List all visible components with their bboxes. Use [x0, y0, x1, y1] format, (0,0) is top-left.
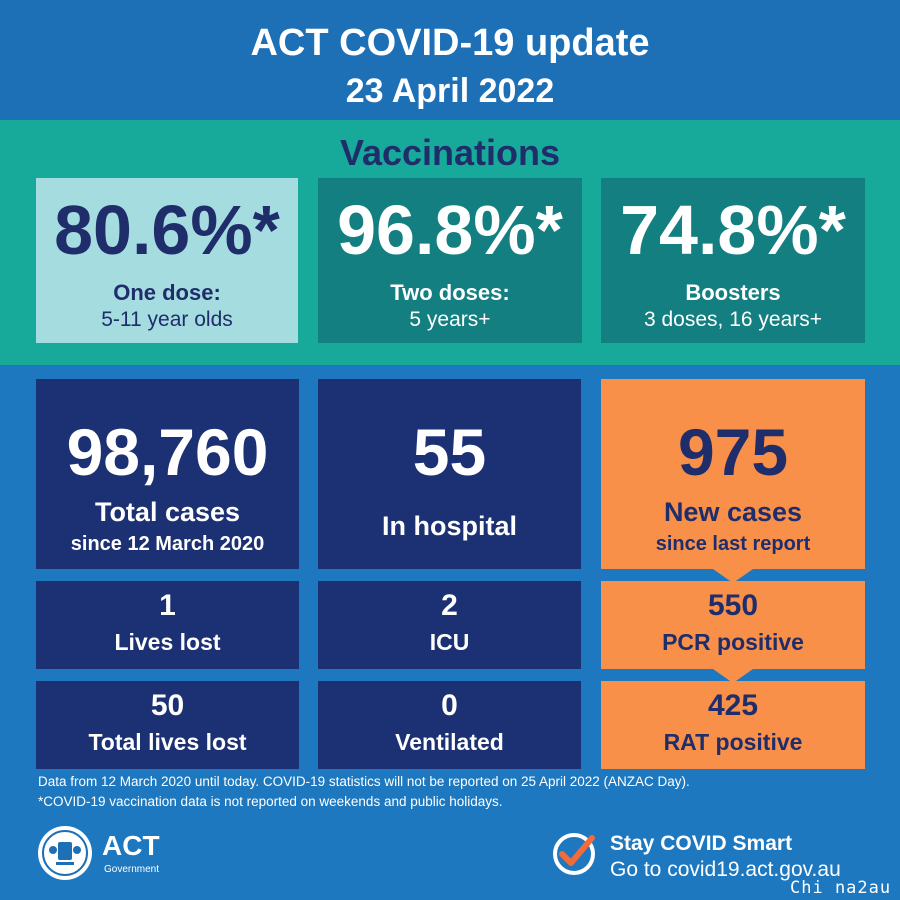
- total-lives-lost-value: 50: [150, 689, 185, 722]
- vax-card-one-dose: 80.6%* One dose: 5-11 year olds: [36, 178, 298, 343]
- promo-link[interactable]: Go to covid19.act.gov.au: [610, 858, 841, 881]
- footnote-line: Data from 12 March 2020 until today. COV…: [38, 774, 690, 789]
- icu-card: 2 ICU: [318, 581, 581, 669]
- ventilated-value: 0: [441, 689, 458, 722]
- page-date: 23 April 2022: [345, 72, 555, 110]
- rat-positive-card: 425 RAT positive: [601, 681, 865, 769]
- icu-value: 2: [441, 589, 458, 622]
- watermark: Chi na2au: [790, 878, 892, 898]
- footnote-line: *COVID-19 vaccination data is not report…: [38, 794, 503, 809]
- lives-lost-label: Lives lost: [114, 629, 221, 655]
- vax-sublabel: 5 years+: [409, 308, 491, 331]
- vaccinations-section: Vaccinations 80.6%* One dose: 5-11 year …: [0, 120, 900, 365]
- vax-value: 80.6%*: [54, 191, 280, 269]
- total-lives-lost-label: Total lives lost: [88, 729, 247, 755]
- logo-subtitle: Government: [104, 864, 160, 875]
- down-arrow-icon: [713, 669, 753, 683]
- vax-value: 74.8%*: [620, 191, 846, 269]
- new-cases-card: 975 New cases since last report: [601, 379, 865, 569]
- stats-section: 98,760 Total cases since 12 March 2020 5…: [0, 365, 900, 900]
- lives-lost-card: 1 Lives lost: [36, 581, 299, 669]
- new-cases-label: New cases: [663, 497, 803, 527]
- stay-covid-smart-promo: Stay COVID Smart Go to covid19.act.gov.a…: [552, 830, 892, 890]
- vax-value: 96.8%*: [337, 191, 563, 269]
- icu-label: ICU: [429, 629, 470, 655]
- act-government-logo: ACT Government: [38, 826, 218, 886]
- ventilated-label: Ventilated: [395, 729, 504, 755]
- in-hospital-card: 55 In hospital: [318, 379, 581, 569]
- vax-card-two-doses: 96.8%* Two doses: 5 years+: [318, 178, 582, 343]
- vax-label: Boosters: [685, 280, 781, 305]
- vax-label: One dose:: [113, 280, 221, 305]
- total-cases-label: Total cases: [94, 497, 241, 527]
- rat-positive-label: RAT positive: [663, 729, 803, 755]
- new-cases-value: 975: [677, 415, 789, 489]
- header: ACT COVID-19 update 23 April 2022: [0, 0, 900, 120]
- pcr-positive-value: 550: [707, 589, 759, 622]
- total-cases-sublabel: since 12 March 2020: [70, 533, 265, 555]
- vax-sublabel: 3 doses, 16 years+: [643, 308, 823, 331]
- down-arrow-icon: [713, 569, 753, 583]
- vax-sublabel: 5-11 year olds: [101, 308, 233, 331]
- total-lives-lost-card: 50 Total lives lost: [36, 681, 299, 769]
- vaccinations-heading: Vaccinations: [339, 132, 561, 173]
- vax-label: Two doses:: [390, 280, 510, 305]
- pcr-positive-label: PCR positive: [662, 629, 804, 655]
- checkmark-icon: [553, 833, 595, 875]
- footnote: Data from 12 March 2020 until today. COV…: [38, 772, 878, 812]
- coat-of-arms-icon: [38, 826, 92, 880]
- total-cases-value: 98,760: [66, 415, 269, 489]
- ventilated-card: 0 Ventilated: [318, 681, 581, 769]
- vax-card-boosters: 74.8%* Boosters 3 doses, 16 years+: [601, 178, 865, 343]
- new-cases-sublabel: since last report: [655, 533, 811, 555]
- rat-positive-value: 425: [707, 689, 759, 722]
- promo-title: Stay COVID Smart: [610, 832, 793, 855]
- logo-name: ACT: [102, 830, 160, 861]
- page-title: ACT COVID-19 update: [250, 22, 650, 64]
- in-hospital-value: 55: [412, 415, 487, 489]
- in-hospital-label: In hospital: [382, 511, 517, 541]
- lives-lost-value: 1: [159, 589, 176, 622]
- pcr-positive-card: 550 PCR positive: [601, 581, 865, 669]
- total-cases-card: 98,760 Total cases since 12 March 2020: [36, 379, 299, 569]
